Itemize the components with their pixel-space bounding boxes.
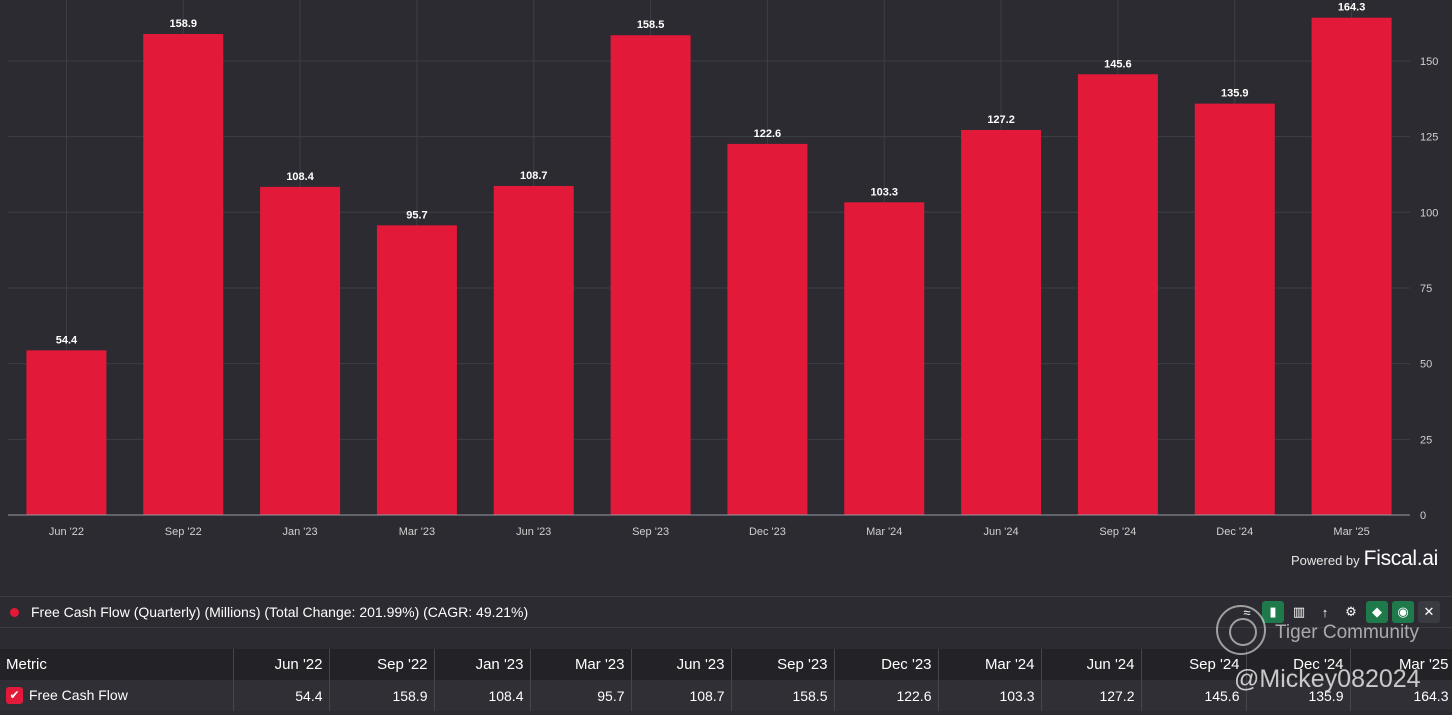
table-cell: 145.6: [1141, 680, 1247, 711]
x-tick-label: Jun '23: [516, 526, 551, 538]
header-col[interactable]: Sep '22: [329, 649, 435, 680]
y-tick-label: 0: [1420, 510, 1426, 522]
y-tick-label: 25: [1420, 434, 1432, 446]
x-tick-label: Sep '22: [165, 526, 202, 538]
bar: [26, 350, 107, 515]
x-tick-label: Jun '22: [49, 526, 84, 538]
header-col[interactable]: Mar '25: [1350, 649, 1452, 680]
tag-icon[interactable]: ◆: [1366, 601, 1388, 623]
metric-name: Free Cash Flow: [29, 686, 128, 703]
bar: [727, 143, 808, 515]
bar: [1311, 17, 1392, 515]
x-tick-label: Dec '23: [749, 526, 786, 538]
table-cell: 158.9: [329, 680, 435, 711]
x-tick-label: Mar '23: [399, 526, 435, 538]
table-cell: 108.4: [434, 680, 531, 711]
eye-icon[interactable]: ◉: [1392, 601, 1414, 623]
table-cell: 95.7: [530, 680, 632, 711]
bar: [143, 34, 224, 515]
bar: [961, 129, 1042, 515]
table-cell: 158.5: [731, 680, 835, 711]
data-table: Metric Jun '22 Sep '22 Jan '23 Mar '23 J…: [0, 649, 1452, 711]
header-col[interactable]: Dec '23: [834, 649, 939, 680]
gear-icon[interactable]: ⚙: [1345, 604, 1357, 619]
x-tick-label: Dec '24: [1216, 526, 1253, 538]
table-cell: 108.7: [631, 680, 732, 711]
legend-label[interactable]: Free Cash Flow (Quarterly) (Millions) (T…: [31, 604, 529, 620]
header-col[interactable]: Dec '24: [1246, 649, 1351, 680]
table-cell: 135.9: [1246, 680, 1351, 711]
table-cell: 127.2: [1041, 680, 1142, 711]
header-col[interactable]: Jun '23: [631, 649, 732, 680]
legend-dot: [10, 607, 19, 617]
y-tick-label: 125: [1420, 132, 1438, 144]
bar: [493, 185, 574, 516]
bar-chart-icon[interactable]: ▮: [1262, 601, 1284, 623]
bar-value-label: 164.3: [1338, 2, 1366, 14]
tiger-logo-icon: [1216, 605, 1266, 655]
header-col[interactable]: Jun '24: [1041, 649, 1142, 680]
divider: [0, 596, 1452, 597]
grouped-bar-icon[interactable]: ▥: [1292, 604, 1306, 619]
table-cell: 103.3: [938, 680, 1042, 711]
bar-value-label: 122.6: [754, 128, 782, 140]
legend-row: Free Cash Flow (Quarterly) (Millions) (T…: [0, 598, 1452, 626]
bar: [376, 225, 457, 515]
bar: [1194, 103, 1275, 515]
table-cell: 122.6: [834, 680, 939, 711]
bar-value-label: 145.6: [1104, 58, 1132, 70]
powered-by-label: Powered by: [1291, 553, 1360, 568]
x-tick-label: Sep '24: [1099, 526, 1136, 538]
bar-value-label: 135.9: [1221, 88, 1249, 100]
sort-icon[interactable]: ↑: [1321, 604, 1329, 620]
header-metric[interactable]: Metric: [0, 649, 234, 680]
metric-cell: ✔ Free Cash Flow: [0, 680, 234, 711]
bar: [844, 202, 925, 515]
bar-value-label: 158.9: [169, 18, 197, 30]
bar-chart: 0 25 50 75 100 125 150 54.4 Jun '22 158.9 Sep '22 1…: [8, 0, 1438, 538]
header-col[interactable]: Sep '24: [1141, 649, 1247, 680]
watermark-community: Tiger Community: [1275, 622, 1419, 643]
header-col[interactable]: Mar '24: [938, 649, 1042, 680]
header-col[interactable]: Jan '23: [434, 649, 531, 680]
table-row: ✔ Free Cash Flow 54.4 158.9 108.4 95.7 10…: [0, 680, 1452, 711]
checkbox-checked[interactable]: ✔: [6, 687, 23, 705]
header-col[interactable]: Jun '22: [233, 649, 330, 680]
header-col[interactable]: Sep '23: [731, 649, 835, 680]
chart-toolbar: ≈ ▮ ▥ ↑ ⚙ ◆ ◉ ✕: [1236, 601, 1440, 623]
bar-value-label: 95.7: [406, 209, 427, 221]
header-col[interactable]: Mar '23: [530, 649, 632, 680]
x-tick-label: Mar '24: [866, 526, 902, 538]
y-tick-label: 100: [1420, 207, 1438, 219]
bar: [260, 186, 341, 515]
y-tick-label: 50: [1420, 359, 1432, 371]
bar-value-label: 54.4: [56, 334, 78, 346]
x-tick-label: Mar '25: [1333, 526, 1369, 538]
x-tick-label: Jun '24: [984, 526, 1019, 538]
x-tick-label: Jan '23: [283, 526, 318, 538]
y-tick-label: 150: [1420, 56, 1438, 68]
bar-value-label: 108.4: [286, 171, 314, 183]
y-tick-label: 75: [1420, 283, 1432, 295]
bar-value-label: 103.3: [870, 186, 898, 198]
watermark-handle: @Mickey082024: [1234, 665, 1421, 693]
close-icon[interactable]: ✕: [1418, 601, 1440, 623]
brand-logo[interactable]: Fiscal.ai: [1363, 547, 1439, 570]
table-cell: 164.3: [1350, 680, 1452, 711]
x-tick-label: Sep '23: [632, 526, 669, 538]
bar-value-label: 158.5: [637, 19, 665, 31]
powered-by: Powered by Fiscal.ai: [1291, 547, 1438, 571]
bar: [1077, 74, 1158, 515]
bar: [610, 35, 691, 516]
divider: [0, 627, 1452, 628]
table-cell: 54.4: [233, 680, 330, 711]
bar-value-label: 108.7: [520, 170, 548, 182]
bar-value-label: 127.2: [987, 114, 1015, 126]
table-header-row: Metric Jun '22 Sep '22 Jan '23 Mar '23 J…: [0, 649, 1452, 680]
